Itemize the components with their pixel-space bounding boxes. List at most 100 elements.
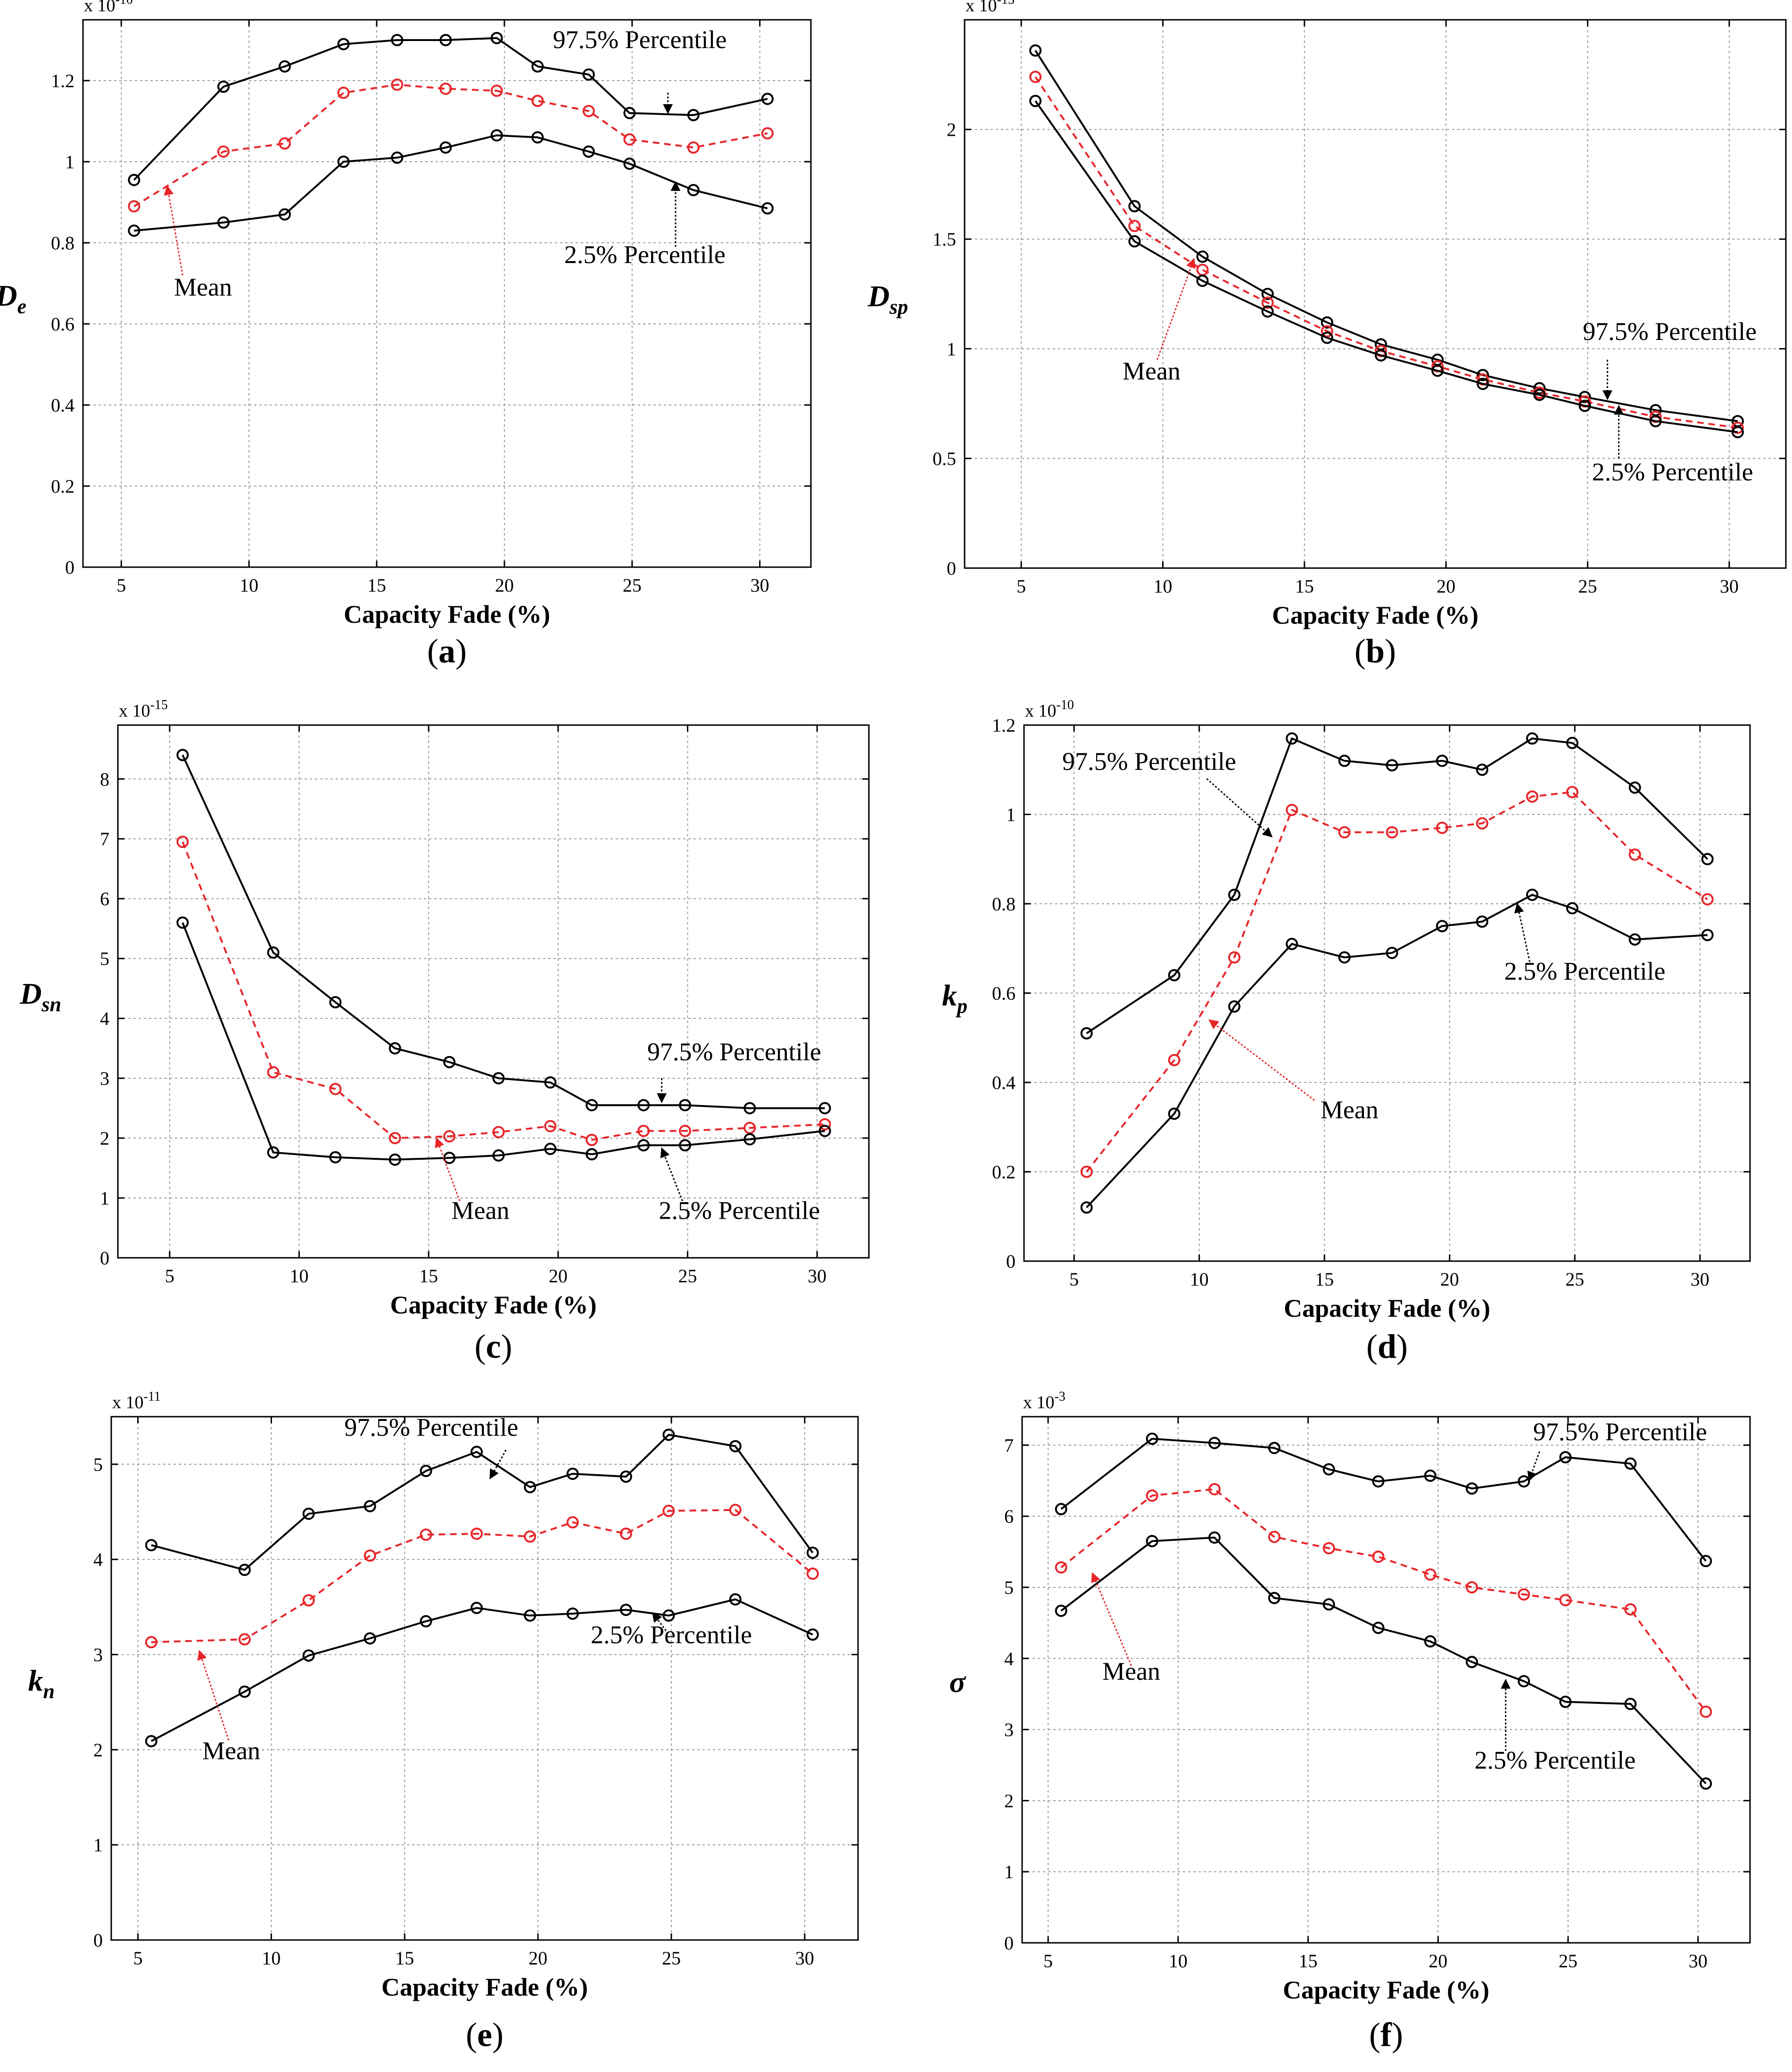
data-point: [544, 1120, 557, 1132]
data-point: [1533, 382, 1546, 395]
data-point: [492, 1126, 505, 1139]
data-point: [586, 1099, 598, 1112]
data-point: [743, 1122, 756, 1134]
annotation-label: 97.5% Percentile: [1583, 317, 1757, 346]
data-point: [145, 1539, 157, 1552]
x-tick-label: 25: [1559, 1950, 1577, 1972]
caption-open: (: [1366, 1328, 1378, 1365]
data-point: [1424, 1568, 1437, 1581]
y-axis-label: De: [0, 279, 26, 318]
series-mean: [128, 78, 774, 213]
y-tick-label: 0: [1006, 1251, 1016, 1272]
y-tick-label: 1: [947, 338, 956, 360]
y-tick-label: 0.4: [992, 1072, 1016, 1093]
series-mean: [145, 1503, 819, 1649]
y-tick-label: 0.2: [51, 476, 74, 497]
data-point: [363, 1500, 376, 1512]
y-axis-label: σ: [950, 1665, 966, 1699]
data-point: [1261, 305, 1274, 318]
data-point: [329, 1082, 342, 1095]
data-point: [1338, 826, 1351, 839]
data-point: [1321, 316, 1333, 329]
data-point: [337, 38, 350, 50]
data-point: [176, 749, 189, 761]
x-tick-label: 30: [1720, 576, 1739, 597]
data-point: [1168, 1107, 1181, 1120]
data-point: [1436, 754, 1448, 767]
annotation-label: 2.5% Percentile: [1592, 458, 1753, 486]
data-point: [729, 1440, 742, 1453]
x-tick-label: 5: [116, 575, 126, 596]
x-tick-label: 30: [751, 575, 769, 596]
data-point: [1146, 1489, 1158, 1502]
data-point: [544, 1076, 557, 1089]
x-tick-label: 15: [367, 575, 386, 596]
data-point: [471, 1527, 483, 1540]
series-line: [1034, 100, 1738, 433]
data-point: [1286, 804, 1298, 817]
data-point: [337, 86, 350, 99]
data-point: [1731, 426, 1744, 438]
data-point: [1700, 1705, 1712, 1718]
data-point: [818, 1102, 831, 1114]
annotation-arrow: [1091, 1572, 1132, 1666]
x-tick-label: 30: [808, 1265, 826, 1287]
y-tick-label: 0.8: [992, 893, 1016, 915]
data-point: [329, 1151, 342, 1164]
x-tick-label: 5: [133, 1948, 143, 1969]
x-axis-label: Capacity Fade (%): [1272, 601, 1478, 629]
data-point: [217, 145, 230, 158]
plot-frame: [110, 1416, 859, 1941]
panel-a: 5 10 15 20 25 30 0 0.2 0.4 0.6 0.8 1 1.2 x 10-10 Capac…: [0, 0, 812, 670]
data-point: [1208, 1436, 1221, 1449]
x-tick-label: 15: [1315, 1269, 1334, 1290]
panel-d: 5 10 15 20 25 30 0 0.2 0.4 0.6 0.8 1 1.2 x 10-10 Capac…: [942, 698, 1751, 1365]
data-point: [302, 1649, 315, 1662]
data-point: [637, 1124, 650, 1137]
data-point: [1559, 1594, 1572, 1607]
y-tick-label: 0.2: [992, 1162, 1016, 1183]
data-point: [443, 1056, 456, 1068]
series-line: [182, 841, 825, 1141]
y-tick-label: 1: [100, 1188, 109, 1209]
exponent-base: x 10: [1023, 1393, 1055, 1412]
caption-close: ): [501, 1328, 512, 1365]
panel-caption: (e): [466, 2016, 504, 2054]
data-point: [1518, 1675, 1530, 1688]
data-point: [1465, 1581, 1478, 1593]
exponent-power: -10: [116, 0, 133, 7]
data-point: [337, 156, 350, 168]
annotation-label: 2.5% Percentile: [564, 240, 726, 269]
axis-exponent: x 10-15: [966, 0, 1015, 16]
data-point: [566, 1516, 579, 1529]
series-lower-percentile: [128, 129, 774, 237]
caption-letter: c: [486, 1328, 501, 1365]
y-tick-label: 0.4: [51, 395, 74, 416]
data-point: [678, 1124, 691, 1137]
data-point: [391, 34, 404, 46]
series-line: [134, 134, 768, 232]
data-point: [1386, 826, 1398, 839]
data-point: [176, 835, 189, 848]
caption-open: (: [466, 2016, 477, 2054]
data-point: [1261, 288, 1274, 300]
data-point: [1424, 1469, 1437, 1482]
caption-letter: e: [477, 2016, 492, 2054]
caption-letter: d: [1378, 1328, 1396, 1365]
data-point: [1465, 1656, 1478, 1668]
data-point: [492, 1072, 505, 1085]
y-tick-label: 1: [1004, 1861, 1014, 1882]
data-point: [1700, 1777, 1712, 1790]
axis-exponent: x 10-15: [119, 698, 168, 721]
caption-letter: f: [1380, 2016, 1392, 2054]
annotation-label: Mean: [174, 273, 232, 301]
data-point: [582, 105, 595, 117]
data-point: [443, 1130, 456, 1143]
x-tick-label: 5: [1016, 576, 1026, 597]
y-tick-label: 8: [100, 768, 109, 790]
y-tick-label: 4: [1004, 1648, 1014, 1669]
x-tick-label: 25: [623, 575, 642, 596]
axis-exponent: x 10-10: [1025, 698, 1074, 721]
data-point: [238, 1685, 251, 1698]
series-line: [133, 37, 768, 181]
